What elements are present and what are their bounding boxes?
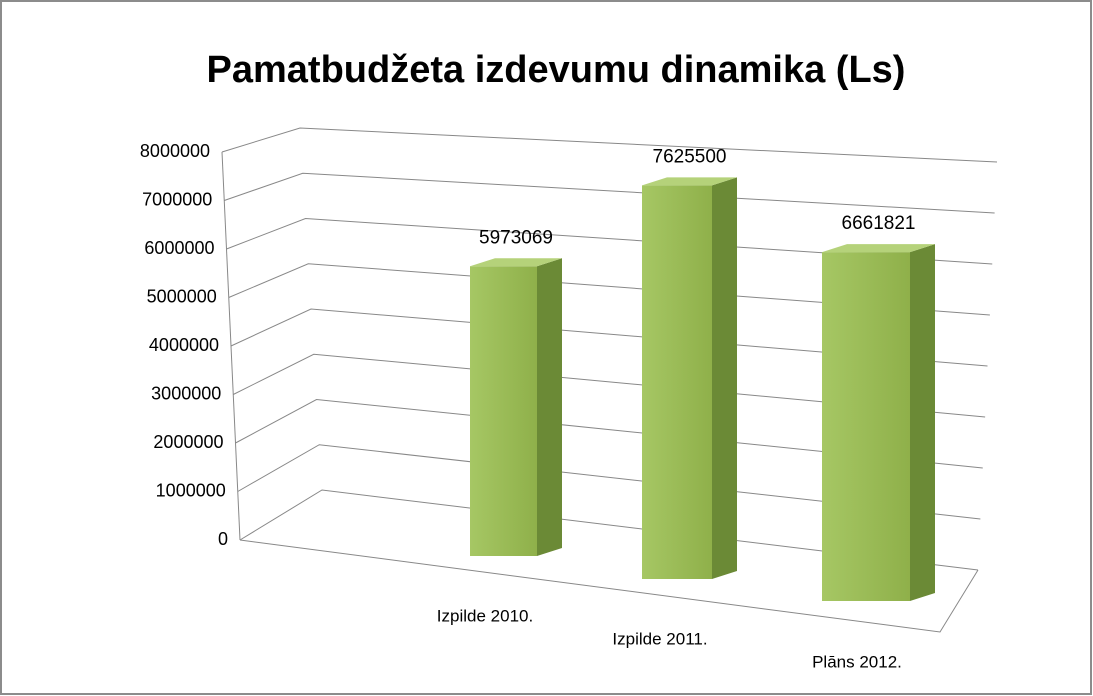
- bar-front: [642, 185, 712, 579]
- bar: [642, 177, 737, 579]
- bar-front: [470, 266, 537, 556]
- x-tick-label: Plāns 2012.: [812, 652, 902, 671]
- y-tick-label: 1000000: [156, 480, 226, 500]
- y-tick-label: 8000000: [140, 141, 210, 161]
- value-label: 5973069: [479, 227, 553, 248]
- grid-line: [228, 263, 990, 316]
- bar-side: [910, 244, 935, 601]
- grid-line: [230, 308, 988, 367]
- grid-line: [221, 127, 998, 163]
- bar-side: [712, 177, 737, 579]
- bar-top: [470, 258, 562, 267]
- y-tick-label: 6000000: [144, 238, 214, 258]
- y-tick-label: 3000000: [151, 383, 221, 403]
- floor: [239, 539, 979, 633]
- grid-line: [226, 217, 993, 265]
- y-tick-label: 4000000: [149, 335, 219, 355]
- bar: [822, 244, 935, 601]
- grid-line: [237, 444, 981, 520]
- grid-line: [224, 172, 995, 214]
- bar-top: [642, 177, 737, 186]
- y-tick-label: 7000000: [142, 189, 212, 209]
- grid-line: [235, 398, 983, 469]
- bar-front: [822, 252, 910, 601]
- bar-top: [822, 244, 935, 253]
- grid-line: [239, 489, 979, 571]
- x-tick-label: Izpilde 2010.: [437, 606, 533, 625]
- chart-title: Pamatbudžeta izdevumu dinamika (Ls): [207, 49, 906, 91]
- value-label: 6661821: [842, 213, 916, 234]
- bar: [470, 258, 562, 556]
- grid-line: [233, 353, 986, 418]
- y-tick-label: 2000000: [153, 432, 223, 452]
- x-tick-label: Izpilde 2011.: [612, 629, 707, 648]
- value-label: 7625500: [653, 146, 727, 167]
- y-tick-label: 0: [218, 529, 228, 549]
- bar-side: [537, 258, 562, 556]
- y-tick-label: 5000000: [147, 286, 217, 306]
